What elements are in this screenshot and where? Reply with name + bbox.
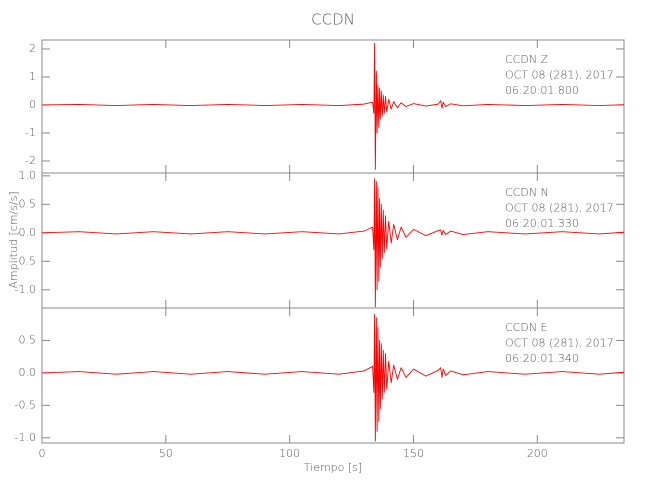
y-axis-label: Amplitud [cm/s/s] [7,191,20,288]
x-tick-label: 50 [159,447,173,460]
y-tick-label: -2 [25,154,36,167]
trace [41,42,625,170]
x-axis-label: Tiempo [s] [304,461,362,474]
station-annotation: CCDN N [505,186,549,199]
chart-title: CCDN [311,11,355,29]
y-tick-label: 0.0 [19,226,37,239]
y-tick-label: 0.5 [19,333,37,346]
trace [41,178,625,308]
y-tick-label: 0.5 [19,197,37,210]
station-annotation: 06:20:01.340 [505,352,579,365]
y-tick-label: -1.0 [15,283,36,296]
station-annotation: 06:20:01.330 [505,217,579,230]
y-tick-label: -1.0 [15,431,36,444]
x-tick-label: 100 [279,447,300,460]
x-tick-label: 0 [39,447,46,460]
y-tick-label: -0.5 [15,254,36,267]
y-tick-label: -1 [25,126,36,139]
trace [41,314,625,442]
station-annotation: CCDN Z [505,53,549,66]
y-tick-label: -0.5 [15,398,36,411]
station-annotation: OCT 08 (281), 2017 [505,337,614,350]
y-tick-label: 1 [29,70,36,83]
panel-frame [41,307,625,444]
x-tick-label: 200 [527,447,548,460]
y-tick-label: 0.0 [19,366,37,379]
y-tick-label: 1.0 [19,169,37,182]
station-annotation: OCT 08 (281), 2017 [505,202,614,215]
station-annotation: CCDN E [505,321,548,334]
station-annotation: OCT 08 (281), 2017 [505,69,614,82]
y-tick-label: 0 [29,98,36,111]
x-tick-label: 150 [403,447,424,460]
station-annotation: 06:20:01.800 [505,84,579,97]
y-tick-label: 2 [29,42,36,55]
